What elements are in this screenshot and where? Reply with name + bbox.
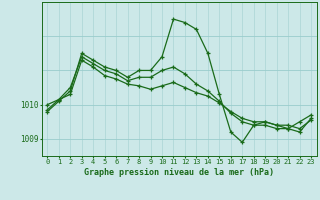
X-axis label: Graphe pression niveau de la mer (hPa): Graphe pression niveau de la mer (hPa) [84, 168, 274, 177]
